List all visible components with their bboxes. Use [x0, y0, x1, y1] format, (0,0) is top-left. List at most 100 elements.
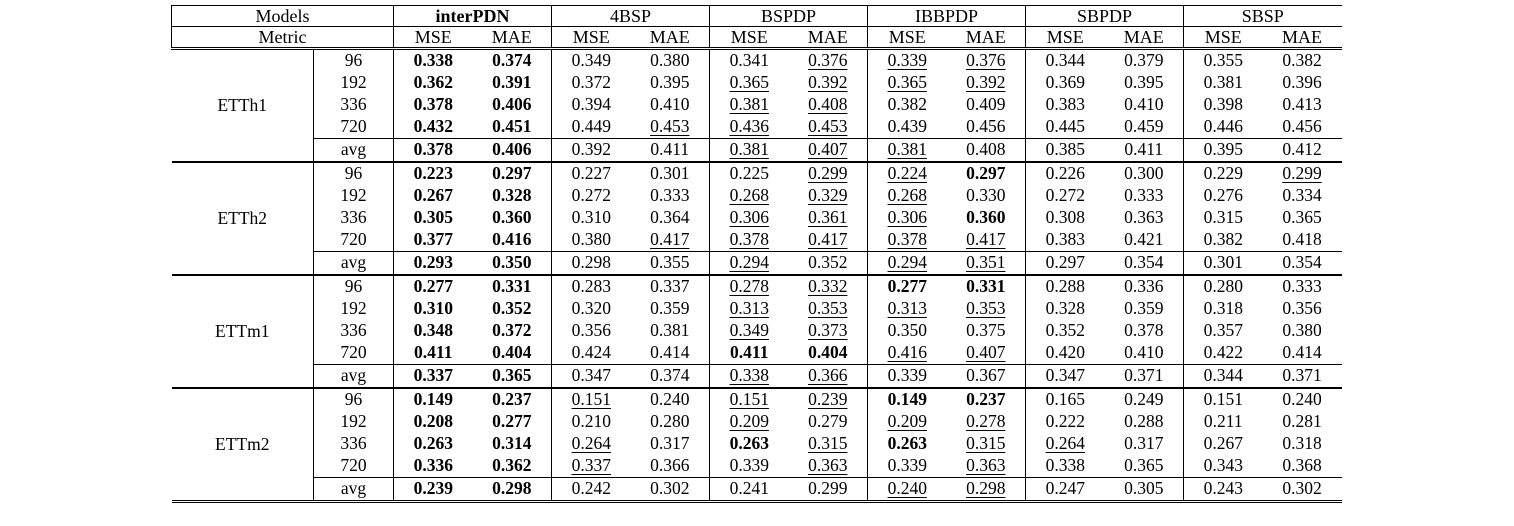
- metric-value: 0.407: [946, 342, 1026, 365]
- column-group-IBBPDP: IBBPDP: [867, 5, 1026, 27]
- metric-value: 0.305: [394, 207, 473, 229]
- metric-value: 0.310: [394, 298, 473, 320]
- best-value: 0.391: [492, 72, 532, 93]
- metric-value: 0.378: [868, 229, 947, 252]
- metric-value: 0.263: [868, 433, 947, 455]
- metric-value: 0.151: [1183, 387, 1263, 411]
- best-value: 0.149: [887, 389, 927, 410]
- horizon-label: 720: [313, 116, 394, 139]
- metric-value: 0.299: [1262, 161, 1342, 185]
- metric-value: 0.223: [393, 161, 473, 185]
- second-best-value: 0.392: [808, 72, 848, 93]
- metric-value: 0.365: [868, 72, 947, 94]
- metric-value: 0.267: [1203, 433, 1243, 454]
- metric-header-label: Metric: [171, 26, 394, 50]
- metric-value: 0.333: [630, 185, 710, 207]
- metric-value: 0.305: [1104, 477, 1184, 502]
- table-row: avg 0.293 0.350 0.298 0.355 0.294 0.352 0.294 0.…: [172, 251, 1342, 275]
- mae-header: MAE: [1104, 26, 1184, 50]
- table-row: 192 0.362 0.391 0.372 0.395 0.365 0.392 0.365 0.…: [172, 72, 1342, 94]
- second-best-value: 0.381: [729, 139, 769, 160]
- metric-value: 0.299: [788, 477, 868, 502]
- metric-value: 0.424: [571, 342, 611, 363]
- metric-value: 0.343: [1203, 455, 1243, 476]
- metric-value: 0.398: [1203, 94, 1243, 115]
- second-best-value: 0.339: [887, 50, 927, 71]
- metric-value: 0.272: [1045, 185, 1085, 206]
- metric-value: 0.348: [394, 320, 473, 342]
- results-table-container: Models interPDN 4BSP BSPDP IBBPDP SBPDP SBSP Me…: [171, 5, 1342, 503]
- column-group-4BSP: 4BSP: [551, 5, 710, 27]
- second-best-value: 0.363: [808, 455, 848, 476]
- metric-value: 0.334: [1282, 185, 1322, 206]
- metric-value: 0.298: [551, 251, 631, 275]
- metric-value: 0.224: [867, 161, 947, 185]
- metric-value: 0.317: [1104, 433, 1184, 455]
- metric-value: 0.449: [571, 116, 611, 137]
- horizon-label: 192: [313, 185, 394, 207]
- metric-value: 0.272: [571, 185, 611, 206]
- mse-header: MSE: [709, 26, 789, 50]
- metric-value: 0.351: [946, 251, 1026, 275]
- best-value: 0.416: [492, 229, 532, 250]
- metric-value: 0.385: [1025, 138, 1105, 162]
- metric-value: 0.338: [394, 49, 473, 73]
- metric-value: 0.149: [393, 387, 473, 411]
- best-value: 0.293: [413, 252, 453, 273]
- metric-value: 0.283: [551, 274, 631, 298]
- metric-value: 0.280: [630, 411, 710, 433]
- metric-value: 0.294: [709, 251, 789, 275]
- second-best-value: 0.453: [650, 116, 690, 137]
- metric-value: 0.379: [1104, 48, 1184, 72]
- metric-value: 0.439: [887, 116, 927, 137]
- metric-value: 0.359: [1104, 298, 1184, 320]
- table-row: 192 0.267 0.328 0.272 0.333 0.268 0.329 0.268 0.…: [172, 185, 1342, 207]
- metric-value: 0.360: [946, 207, 1026, 229]
- mse-header: MSE: [1025, 26, 1105, 50]
- horizon-label: 336: [313, 207, 394, 229]
- metric-value: 0.297: [472, 161, 552, 185]
- best-value: 0.297: [492, 163, 532, 184]
- metric-value: 0.310: [571, 207, 611, 228]
- metric-value: 0.378: [1104, 320, 1184, 342]
- metric-value: 0.407: [788, 138, 868, 162]
- best-value: 0.263: [887, 433, 927, 454]
- metric-value: 0.281: [1282, 411, 1322, 432]
- metric-value: 0.372: [472, 320, 552, 342]
- metric-value: 0.380: [630, 48, 710, 72]
- metric-value: 0.366: [630, 455, 710, 478]
- second-best-value: 0.351: [966, 252, 1006, 273]
- metric-value: 0.318: [1282, 433, 1322, 454]
- metric-value: 0.208: [394, 411, 473, 433]
- mae-header: MAE: [472, 26, 552, 50]
- metric-value: 0.376: [946, 48, 1026, 72]
- second-best-value: 0.353: [966, 298, 1006, 319]
- table-row: ETTh1 96 0.338 0.374 0.349 0.380 0.341 0.376 0.3…: [171, 48, 1342, 162]
- second-best-value: 0.264: [571, 433, 611, 454]
- metric-value: 0.414: [1282, 342, 1322, 363]
- metric-value: 0.297: [946, 161, 1026, 185]
- best-value: 0.365: [492, 365, 532, 386]
- metric-value: 0.298: [946, 477, 1026, 502]
- metric-value: 0.302: [630, 477, 710, 502]
- metric-value: 0.337: [552, 455, 631, 478]
- metric-value: 0.338: [1045, 455, 1085, 476]
- second-best-value: 0.417: [650, 229, 690, 250]
- horizon-label: 720: [313, 455, 394, 478]
- metric-value: 0.404: [788, 342, 868, 365]
- metric-value: 0.383: [1045, 229, 1085, 250]
- metric-value: 0.396: [1282, 72, 1322, 93]
- second-best-value: 0.299: [1282, 163, 1322, 184]
- metric-value: 0.354: [1262, 251, 1342, 275]
- table-row: ETTm2 96 0.149 0.237 0.151 0.240 0.151 0.239 0.1…: [171, 387, 1342, 502]
- metric-value: 0.347: [1025, 364, 1105, 388]
- metric-value: 0.279: [788, 411, 868, 433]
- column-group-BSPDP: BSPDP: [709, 5, 868, 27]
- metric-value: 0.333: [1262, 274, 1342, 298]
- metric-value: 0.380: [571, 229, 611, 250]
- mae-header: MAE: [788, 26, 868, 50]
- metric-value: 0.264: [1026, 433, 1105, 455]
- metric-value: 0.381: [867, 138, 947, 162]
- metric-value: 0.374: [630, 364, 710, 388]
- mae-header: MAE: [1262, 26, 1342, 50]
